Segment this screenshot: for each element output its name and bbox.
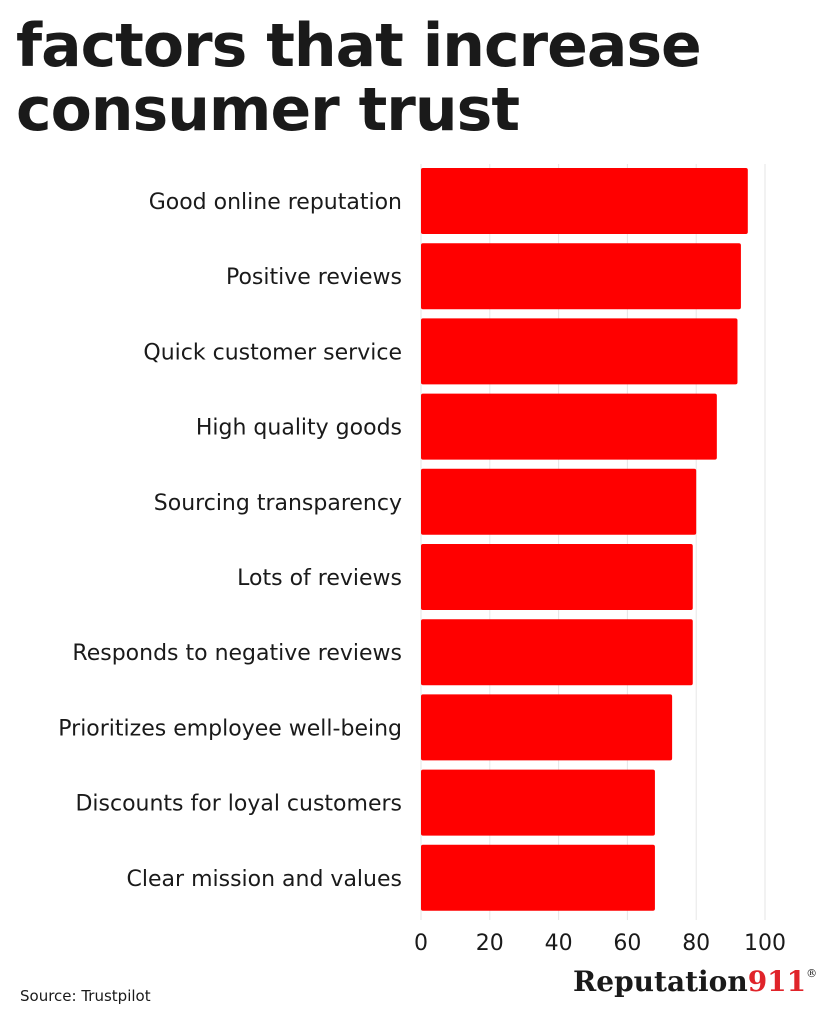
bar [421,393,717,460]
category-label: Good online reputation [149,190,402,215]
bar [421,318,738,385]
brand-logo: Reputation911® [573,965,817,998]
registered-mark: ® [806,967,818,980]
bar [421,619,693,686]
x-tick-label: 80 [682,931,710,956]
bar [421,844,655,911]
category-label: Responds to negative reviews [72,641,402,666]
chart-title: factors that increase consumer trust [16,11,702,145]
category-label: Clear mission and values [127,867,402,892]
category-label: Lots of reviews [237,566,402,591]
x-tick-label: 0 [414,931,428,956]
bars [421,168,748,911]
bar [421,694,673,761]
category-label: High quality goods [196,416,402,441]
brand-name: Reputation [573,965,748,998]
bar [421,168,748,234]
category-label: Quick customer service [143,340,402,365]
x-tick-label: 100 [744,931,786,956]
source-note: Source: Trustpilot [20,987,151,1005]
x-tick-label: 60 [613,931,641,956]
bar-chart: Good online reputation Positive reviews Qu… [58,164,786,956]
x-tick-label: 40 [545,931,573,956]
bar [421,468,697,535]
x-tick-label: 20 [476,931,504,956]
brand-number: 911 [747,965,807,998]
category-labels: Good online reputation Positive reviews Qu… [58,190,402,892]
category-label: Sourcing transparency [154,491,402,516]
bar [421,544,693,610]
bar [421,769,655,836]
category-label: Discounts for loyal customers [75,792,402,817]
category-label: Positive reviews [226,265,402,290]
x-axis-ticks: 0 20 40 60 80 100 [414,931,786,956]
category-label: Prioritizes employee well-being [58,716,402,741]
bar [421,243,741,310]
